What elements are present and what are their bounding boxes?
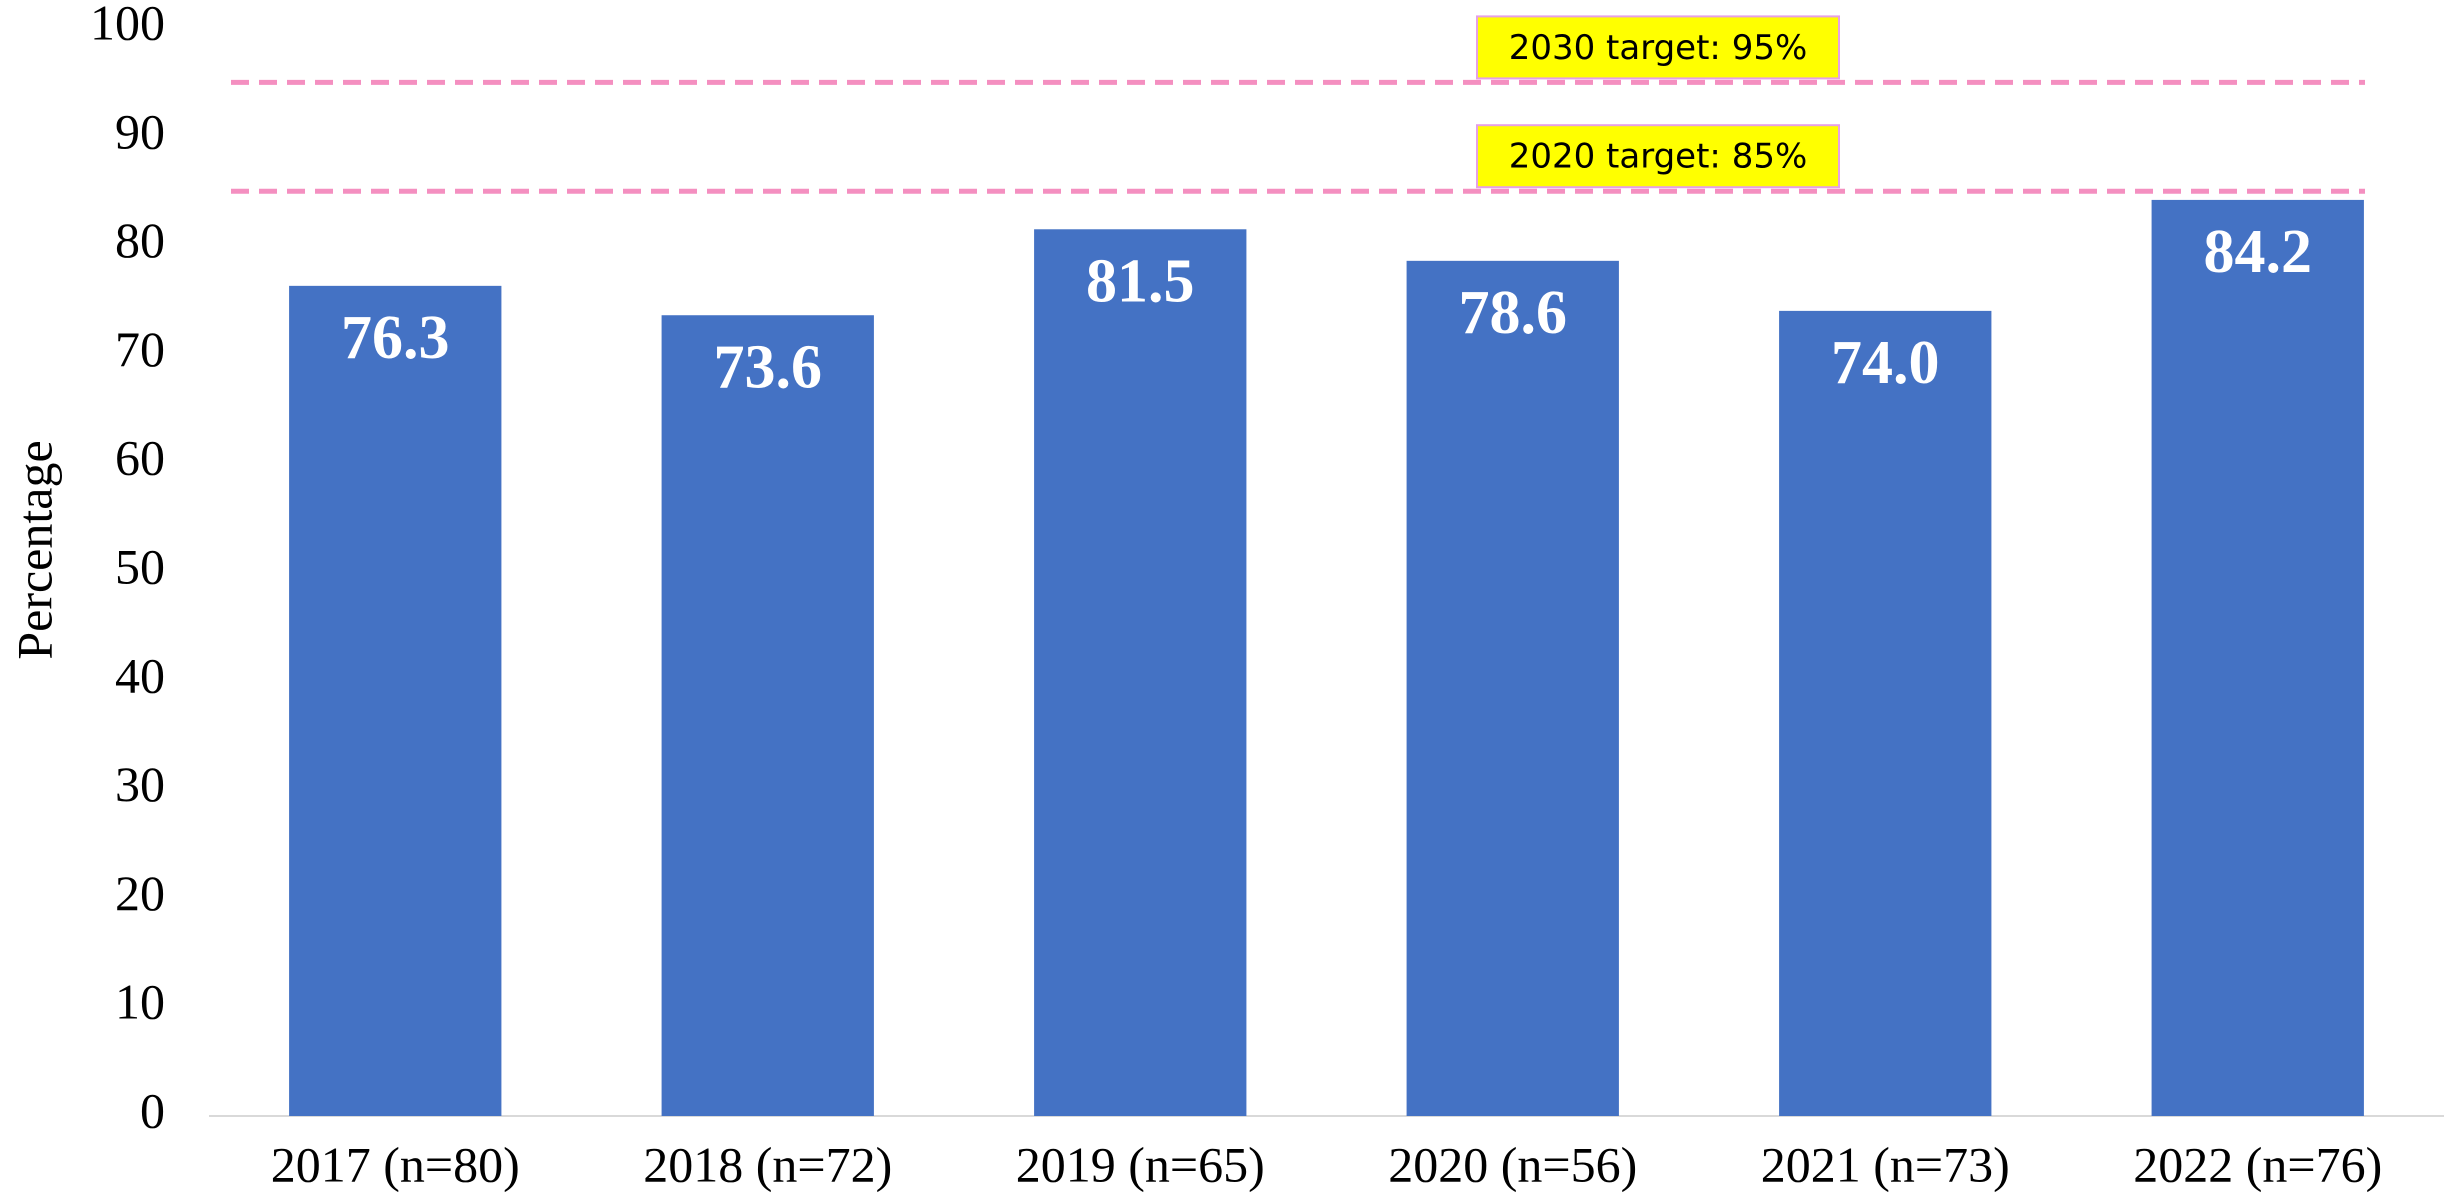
data-label: 78.6	[1459, 279, 1568, 347]
data-label: 76.3	[341, 304, 450, 372]
bar	[1406, 260, 1619, 1116]
target-label: 2020 target: 85%	[1509, 137, 1808, 177]
bar	[289, 285, 502, 1117]
target-box	[1476, 124, 1840, 189]
y-tick-label: 80	[115, 212, 165, 268]
bar	[1779, 310, 1992, 1116]
y-tick-label: 30	[115, 756, 165, 812]
target-box	[1476, 15, 1840, 80]
x-tick-label: 2021 (n=73)	[1761, 1136, 2010, 1192]
target-label: 2030 target: 95%	[1509, 28, 1808, 68]
x-tick-label: 2018 (n=72)	[643, 1136, 892, 1192]
x-tick-label: 2019 (n=65)	[1016, 1136, 1265, 1192]
y-tick-label: 20	[115, 865, 165, 921]
data-label: 73.6	[714, 333, 823, 401]
y-axis-label: Percentage	[6, 440, 62, 659]
y-tick-label: 70	[115, 321, 165, 377]
data-label: 74.0	[1831, 329, 1940, 397]
bar	[2151, 199, 2364, 1117]
x-tick-label: 2022 (n=76)	[2133, 1136, 2382, 1192]
y-tick-label: 60	[115, 430, 165, 486]
y-tick-label: 10	[115, 974, 165, 1030]
y-tick-label: 90	[115, 103, 165, 159]
y-tick-label: 0	[140, 1082, 165, 1138]
x-tick-label: 2017 (n=80)	[271, 1136, 520, 1192]
x-tick-label: 2020 (n=56)	[1388, 1136, 1637, 1192]
data-label: 81.5	[1086, 248, 1195, 316]
y-tick-label: 40	[115, 647, 165, 703]
bar	[661, 315, 874, 1116]
bar	[1034, 229, 1247, 1116]
data-label: 84.2	[2204, 218, 2313, 286]
y-tick-label: 50	[115, 538, 165, 594]
y-tick-label: 100	[90, 0, 165, 50]
